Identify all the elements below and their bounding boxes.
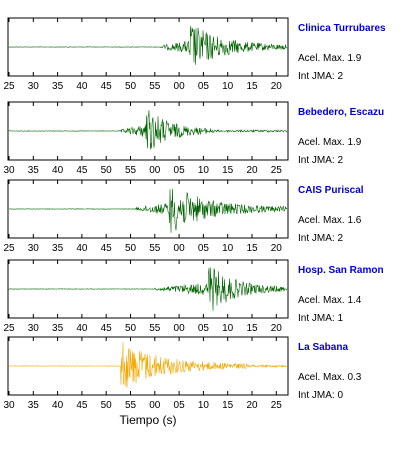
x-tick-label: 50 [101, 400, 113, 411]
x-tick-label: 10 [222, 243, 234, 254]
x-tick-label: 55 [149, 243, 161, 254]
station-info-4: Hosp. San Ramon Acel. Max. 1.4 Int JMA: 1 [298, 265, 384, 324]
x-tick-label: 50 [125, 323, 137, 334]
max-acceleration: Acel. Max. 0.3 [298, 372, 362, 383]
panel-frame [7, 179, 289, 239]
x-tick-label: 30 [28, 323, 40, 334]
x-tick-label: 05 [174, 165, 186, 176]
station-name: CAIS Puriscal [298, 185, 364, 196]
station-info-1: Clinica Turrubares Acel. Max. 1.9 Int JMA:… [298, 23, 386, 82]
station-name: La Sabana [298, 342, 349, 353]
x-tick-label: 50 [101, 165, 113, 176]
x-tick-label: 25 [3, 323, 15, 334]
x-tick-label: 25 [3, 81, 15, 92]
x-tick-label: 05 [198, 323, 210, 334]
x-axis-label: Tiempo (s) [120, 413, 177, 427]
x-tick-label: 45 [101, 323, 113, 334]
x-tick-label: 10 [198, 165, 210, 176]
x-tick-label: 55 [125, 165, 137, 176]
x-tick-label: 45 [76, 165, 88, 176]
station-name: Clinica Turrubares [298, 23, 386, 34]
x-tick-label: 20 [246, 165, 258, 176]
x-tick-label: 00 [149, 400, 161, 411]
x-tick-label: 20 [271, 81, 283, 92]
waveform-trace [8, 25, 288, 65]
x-tick-label: 00 [174, 323, 186, 334]
x-tick-label: 25 [3, 243, 15, 254]
max-acceleration: Acel. Max. 1.6 [298, 215, 362, 226]
x-tick-label: 25 [271, 165, 283, 176]
x-tick-label: 35 [52, 81, 64, 92]
x-tick-label: 50 [125, 81, 137, 92]
panel-3: 25 30 35 40 45 50 55 00 05 10 15 20 [3, 179, 289, 254]
jma-intensity: Int JMA: 0 [298, 390, 344, 401]
waveform-trace [8, 267, 288, 311]
x-tick-label: 35 [28, 165, 40, 176]
x-tick-label: 15 [222, 165, 234, 176]
x-tick-label: 50 [125, 243, 137, 254]
x-tick-label: 15 [246, 243, 258, 254]
station-info-5: La Sabana Acel. Max. 0.3 Int JMA: 0 [298, 342, 361, 401]
max-acceleration: Acel. Max. 1.9 [298, 137, 362, 148]
x-tick-label: 45 [76, 400, 88, 411]
x-tick-label: 45 [101, 81, 113, 92]
x-tick-label: 35 [52, 243, 64, 254]
x-tick-label: 30 [28, 243, 40, 254]
waveform-trace [8, 342, 288, 388]
x-tick-label: 40 [52, 165, 64, 176]
x-tick-label: 05 [174, 400, 186, 411]
max-acceleration: Acel. Max. 1.9 [298, 53, 362, 64]
x-tick-label: 40 [76, 81, 88, 92]
x-tick-label: 00 [174, 81, 186, 92]
jma-intensity: Int JMA: 2 [298, 155, 344, 166]
x-tick-label: 40 [76, 323, 88, 334]
x-tick-label: 00 [149, 165, 161, 176]
x-tick-label: 10 [222, 81, 234, 92]
x-tick-label: 25 [271, 400, 283, 411]
x-tick-label: 30 [3, 165, 15, 176]
panel-2: 30 35 40 45 50 55 00 05 10 15 20 25 [3, 101, 289, 176]
panel-1: 25 30 35 40 45 50 55 00 05 10 15 20 [3, 17, 289, 92]
x-tick-label: 05 [198, 243, 210, 254]
max-acceleration: Acel. Max. 1.4 [298, 295, 362, 306]
jma-intensity: Int JMA: 1 [298, 313, 344, 324]
panel-4: 25 30 35 40 45 50 55 00 05 10 15 20 [3, 259, 289, 334]
x-tick-label: 15 [246, 81, 258, 92]
station-info-2: Bebedero, Escazu Acel. Max. 1.9 Int JMA: 2 [298, 107, 384, 166]
x-tick-label: 15 [222, 400, 234, 411]
x-tick-label: 20 [271, 323, 283, 334]
panel-frame [7, 336, 289, 396]
station-name: Bebedero, Escazu [298, 107, 385, 118]
x-tick-label: 10 [222, 323, 234, 334]
x-tick-label: 00 [174, 243, 186, 254]
x-tick-label: 15 [246, 323, 258, 334]
waveform-trace [9, 188, 288, 233]
x-tick-label: 20 [271, 243, 283, 254]
x-tick-label: 55 [149, 323, 161, 334]
x-tick-label: 30 [3, 400, 15, 411]
x-tick-label: 10 [198, 400, 210, 411]
panel-5: 30 35 40 45 50 55 00 05 10 15 20 25 Tiempo (s) [3, 336, 289, 427]
panel-frame [7, 101, 289, 161]
x-tick-label: 45 [101, 243, 113, 254]
station-name: Hosp. San Ramon [298, 265, 384, 276]
jma-intensity: Int JMA: 2 [298, 233, 344, 244]
x-tick-label: 55 [125, 400, 137, 411]
x-tick-label: 35 [52, 323, 64, 334]
jma-intensity: Int JMA: 2 [298, 71, 344, 82]
x-tick-label: 40 [52, 400, 64, 411]
waveform-trace [8, 110, 288, 150]
x-tick-label: 30 [28, 81, 40, 92]
x-tick-label: 05 [198, 81, 210, 92]
panel-frame [7, 259, 289, 319]
x-tick-label: 20 [246, 400, 258, 411]
station-info-3: CAIS Puriscal Acel. Max. 1.6 Int JMA: 2 [298, 185, 364, 244]
panel-frame [7, 17, 289, 77]
x-tick-label: 35 [28, 400, 40, 411]
x-tick-label: 40 [76, 243, 88, 254]
x-tick-label: 55 [149, 81, 161, 92]
